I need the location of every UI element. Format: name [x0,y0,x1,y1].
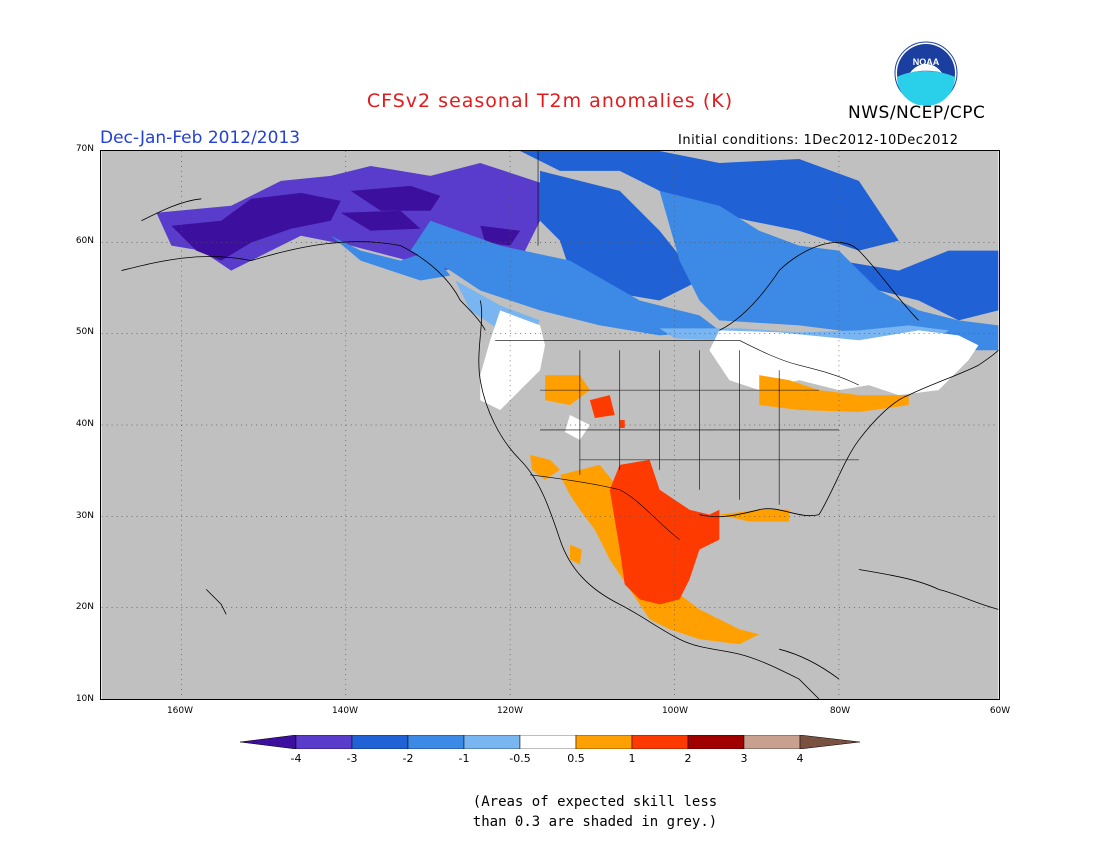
colorbar-label: -3 [346,752,358,765]
colorbar-box [575,735,633,749]
lat-label: 70N [75,144,94,154]
colorbar-box [631,735,689,749]
colorbar-label: 0.5 [567,752,585,765]
colorbar-label: 3 [740,752,748,765]
footnote-line-2: than 0.3 are shaded in grey.) [472,814,718,830]
colorbar-label: -4 [290,752,302,765]
political-borders [495,151,860,540]
colorbar-box [295,735,353,749]
colorbar-box [407,735,465,749]
agency-label: NWS/NCEP/CPC [848,103,986,123]
anomaly-region-positive-1 [589,395,720,605]
coastlines [121,198,999,699]
colorbar-box [743,735,801,749]
lat-label: 30N [75,511,94,521]
colorbar-box [351,735,409,749]
colorbar-label: -0.5 [509,752,531,765]
colorbar-label: 4 [796,752,804,765]
footnote-line-1: (Areas of expected skill less [472,794,718,810]
colorbar [240,735,860,749]
lat-label: 10N [75,694,94,704]
skill-footnote: (Areas of expected skill less than 0.3 a… [0,792,1100,832]
lon-label: 80W [829,706,851,716]
noaa-logo: NOAA [894,41,958,105]
lat-label: 40N [75,419,94,429]
lat-label: 50N [75,327,94,337]
anomaly-map [100,150,1000,700]
lon-label: 120W [496,706,524,716]
colorbar-arrow-low [240,735,297,749]
colorbar-label: 1 [628,752,636,765]
colorbar-label: -1 [458,752,470,765]
page-title: CFSv2 seasonal T2m anomalies (K) [366,90,734,112]
colorbar-box [463,735,521,749]
colorbar-arrow-high [799,735,860,749]
anomaly-region-negative-1 [330,190,999,351]
lat-label: 60N [75,236,94,246]
lon-label: 140W [331,706,359,716]
anomaly-region-darkest-negative [171,185,521,261]
initial-conditions-label: Initial conditions: 1Dec2012-10Dec2012 [678,133,959,148]
lon-label: 60W [989,706,1011,716]
season-label: Dec-Jan-Feb 2012/2013 [100,128,301,148]
colorbar-box [519,735,577,749]
lat-label: 20N [75,602,94,612]
colorbar-label: -2 [402,752,414,765]
logo-text: NOAA [913,57,940,67]
colorbar-box [687,735,745,749]
colorbar-label: 2 [684,752,692,765]
graticule [101,151,999,699]
lon-label: 160W [166,706,194,716]
lon-label: 100W [661,706,689,716]
